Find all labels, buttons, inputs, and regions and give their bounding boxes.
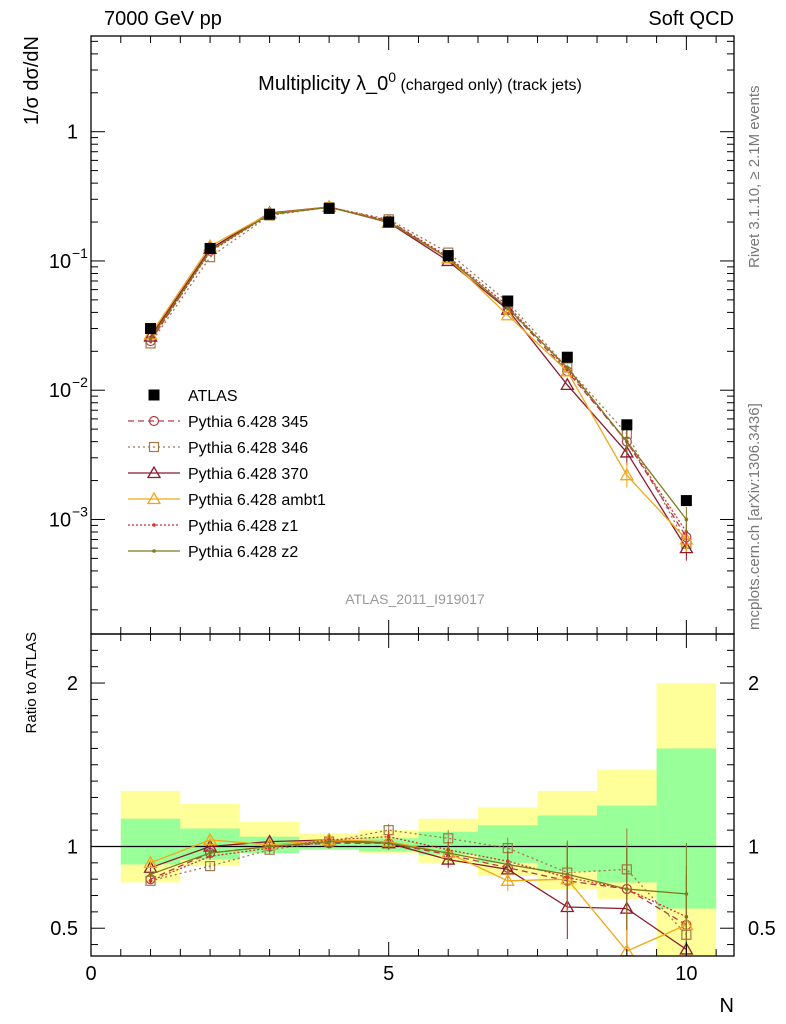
legend-marker bbox=[146, 491, 162, 505]
ratio-point bbox=[505, 862, 510, 867]
ratio-point bbox=[327, 839, 331, 844]
ratio-point bbox=[560, 899, 575, 913]
ratio-point bbox=[386, 841, 391, 846]
ratio-series-line bbox=[150, 839, 687, 951]
legend-marker bbox=[148, 389, 160, 401]
header-left: 7000 GeV pp bbox=[104, 8, 222, 30]
atlas-data-point bbox=[561, 351, 573, 363]
ratio-point bbox=[148, 872, 153, 877]
series-line bbox=[149, 206, 687, 549]
series-line bbox=[149, 206, 687, 520]
ratio-panel: 0.5 0.5 1 1 2 2 0 5 10 Ratio to ATLAS N bbox=[23, 632, 776, 1017]
legend-label: ATLAS bbox=[188, 388, 238, 405]
data-point bbox=[560, 377, 575, 391]
y-tick-label: 10 bbox=[49, 380, 71, 402]
legend-label: Pythia 6.428 z1 bbox=[188, 518, 298, 535]
y-tick-label: 1 bbox=[67, 122, 78, 144]
x-tick-label: 5 bbox=[383, 963, 394, 985]
legend-label: Pythia 6.428 346 bbox=[188, 440, 308, 457]
ratio-point bbox=[148, 879, 153, 883]
ratio-series-line bbox=[150, 839, 687, 952]
ratio-point bbox=[267, 844, 272, 849]
data-point bbox=[565, 365, 570, 370]
legend-marker bbox=[152, 523, 156, 527]
ratio-y-tick-label: 1 bbox=[67, 836, 78, 858]
legend-marker bbox=[152, 549, 156, 553]
atlas-data-point bbox=[383, 216, 395, 228]
ratio-point bbox=[441, 852, 456, 865]
y-tick-label: 10 bbox=[49, 509, 71, 531]
atlas-data-point bbox=[442, 250, 454, 262]
legend-label: Pythia 6.428 345 bbox=[188, 414, 308, 431]
x-axis-label: N bbox=[720, 995, 734, 1017]
data-point bbox=[148, 336, 153, 341]
ratio-series-line bbox=[150, 840, 687, 895]
ratio-point bbox=[208, 851, 212, 855]
data-point bbox=[505, 306, 510, 311]
y-tick-exponent: −2 bbox=[72, 374, 88, 390]
ratio-y-tick-label-right: 0.5 bbox=[748, 918, 776, 940]
ratio-point bbox=[386, 834, 391, 839]
atlas-data-point bbox=[145, 323, 157, 335]
legend-label: Pythia 6.428 370 bbox=[188, 466, 308, 483]
ratio-point bbox=[500, 873, 515, 886]
atlas-data-point bbox=[680, 495, 692, 507]
ratio-point bbox=[684, 892, 689, 896]
series-line bbox=[149, 206, 687, 540]
chart-title: Multiplicity λ_00 (charged only) (track … bbox=[258, 69, 582, 95]
ratio-point bbox=[446, 851, 451, 855]
ratio-point bbox=[625, 887, 629, 891]
y-tick-exponent: −3 bbox=[72, 503, 88, 519]
watermark: ATLAS_2011_I919017 bbox=[345, 591, 485, 607]
ratio-point bbox=[565, 872, 570, 877]
series-line bbox=[149, 206, 687, 533]
x-tick-label: 10 bbox=[675, 963, 697, 985]
data-point bbox=[500, 307, 515, 321]
ratio-series-line bbox=[150, 836, 687, 918]
atlas-data-point bbox=[323, 202, 335, 214]
x-tick-label: 0 bbox=[85, 963, 96, 985]
y-tick-label: 10 bbox=[49, 251, 71, 273]
header-right: Soft QCD bbox=[648, 8, 734, 30]
legend-marker bbox=[146, 465, 162, 479]
legend-marker bbox=[148, 441, 160, 453]
atlas-data-point bbox=[502, 295, 514, 307]
series-line bbox=[149, 206, 687, 538]
atlas-data-point bbox=[264, 208, 276, 220]
ratio-y-axis-label: Ratio to ATLAS bbox=[23, 632, 40, 733]
legend-label: Pythia 6.428 z2 bbox=[188, 544, 298, 561]
atlas-data-point bbox=[621, 419, 633, 431]
legend-label: Pythia 6.428 ambt1 bbox=[188, 492, 326, 509]
ratio-frame bbox=[90, 633, 735, 957]
y-tick-exponent: −1 bbox=[72, 245, 88, 261]
ratio-point bbox=[202, 832, 218, 846]
legend-marker bbox=[148, 415, 160, 427]
ratio-y-tick-label: 2 bbox=[67, 673, 78, 695]
series-line bbox=[149, 206, 687, 545]
y-axis-label: 1/σ dσ/dN bbox=[21, 36, 43, 125]
ratio-y-tick-label-right: 1 bbox=[748, 836, 759, 858]
ratio-point bbox=[143, 855, 158, 868]
ratio-point bbox=[204, 861, 216, 872]
ratio-y-tick-label-right: 2 bbox=[748, 673, 759, 695]
ratio-y-tick-label: 0.5 bbox=[50, 918, 78, 940]
atlas-data-point bbox=[204, 242, 216, 254]
